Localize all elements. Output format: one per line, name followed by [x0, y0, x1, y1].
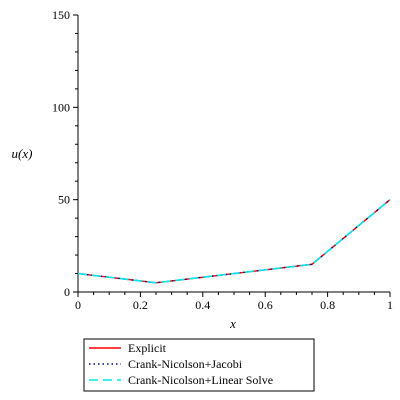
legend-box: [83, 338, 315, 392]
series-line-2: [77, 199, 391, 284]
y-axis-label: u(x): [12, 146, 33, 161]
x-tick-label: 0.6: [258, 298, 273, 312]
plot-lines: [77, 199, 391, 284]
legend-label-2: Crank-Nicolson+Jacobi: [128, 357, 243, 371]
x-tick-label: 1: [387, 298, 393, 312]
x-tick-label: 0.4: [195, 298, 210, 312]
series-line-3: [77, 199, 391, 284]
series-line-1: [77, 199, 391, 284]
x-tick-label: 0: [75, 298, 81, 312]
y-tick-label: 150: [52, 8, 70, 22]
legend: Explicit Crank-Nicolson+Jacobi Crank-Nicol…: [83, 338, 315, 392]
y-tick-label: 0: [64, 285, 70, 299]
legend-label-3: Crank-Nicolson+Linear Solve: [128, 373, 273, 387]
x-axis-label: x: [229, 316, 236, 331]
ticks: 0 0.2 0.4 0.6 0.8 1 0 50 100 150: [52, 8, 393, 312]
y-tick-label: 100: [52, 100, 70, 114]
x-tick-label: 0.8: [320, 298, 335, 312]
axes: [77, 15, 390, 293]
x-tick-label: 0.2: [133, 298, 148, 312]
y-tick-label: 50: [58, 193, 70, 207]
legend-label-1: Explicit: [128, 341, 167, 355]
